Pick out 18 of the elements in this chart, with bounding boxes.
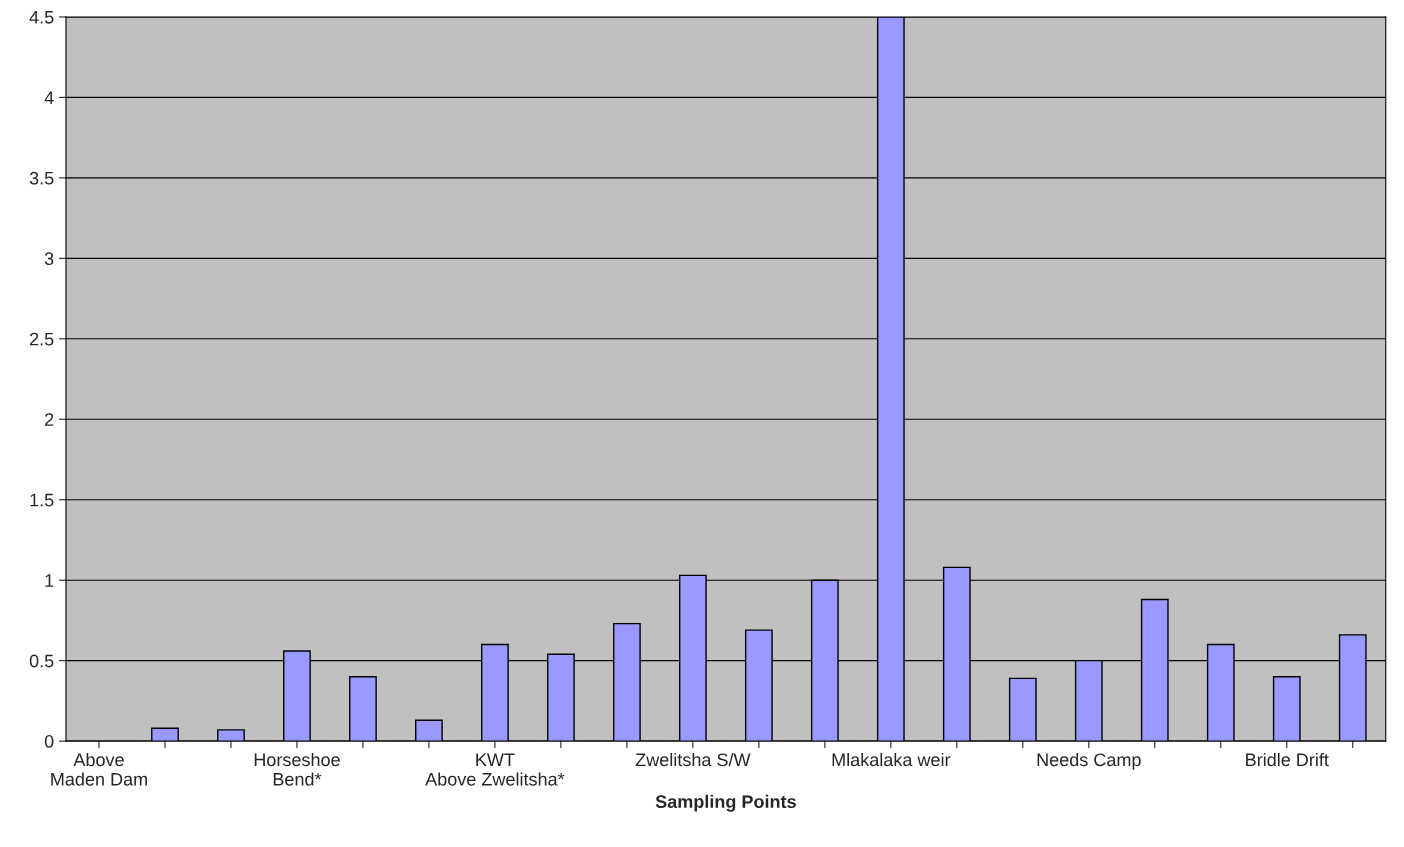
y-tick-label: 1.5 bbox=[30, 493, 54, 507]
y-tick-label: 1 bbox=[45, 574, 54, 587]
y-tick-label: 0.5 bbox=[29, 654, 54, 668]
x-tick-label: Zwelitsha S/W bbox=[635, 752, 751, 767]
y-tick-label: 3 bbox=[44, 252, 54, 266]
x-tick-label: Above Maden Dam bbox=[51, 752, 147, 786]
x-tick-label: Bridle Drift bbox=[1246, 752, 1329, 767]
x-tick-label: Horseshoe Bend* bbox=[254, 752, 340, 786]
y-tick-label: 3.5 bbox=[29, 171, 54, 185]
y-tick-label: 2 bbox=[45, 413, 54, 426]
y-tick-label: 2.5 bbox=[29, 332, 54, 346]
x-tick-label: KWT Above Zwelitsha* bbox=[425, 753, 565, 786]
y-tick-label: 0 bbox=[44, 735, 54, 748]
y-tick-label: 4 bbox=[44, 91, 54, 104]
x-tick-label: Mlakalaka weir bbox=[832, 752, 951, 767]
x-axis-title: Sampling Points bbox=[655, 794, 796, 812]
x-tick-label: Needs Camp bbox=[1037, 752, 1141, 770]
y-tick-label: 4.5 bbox=[29, 11, 54, 24]
